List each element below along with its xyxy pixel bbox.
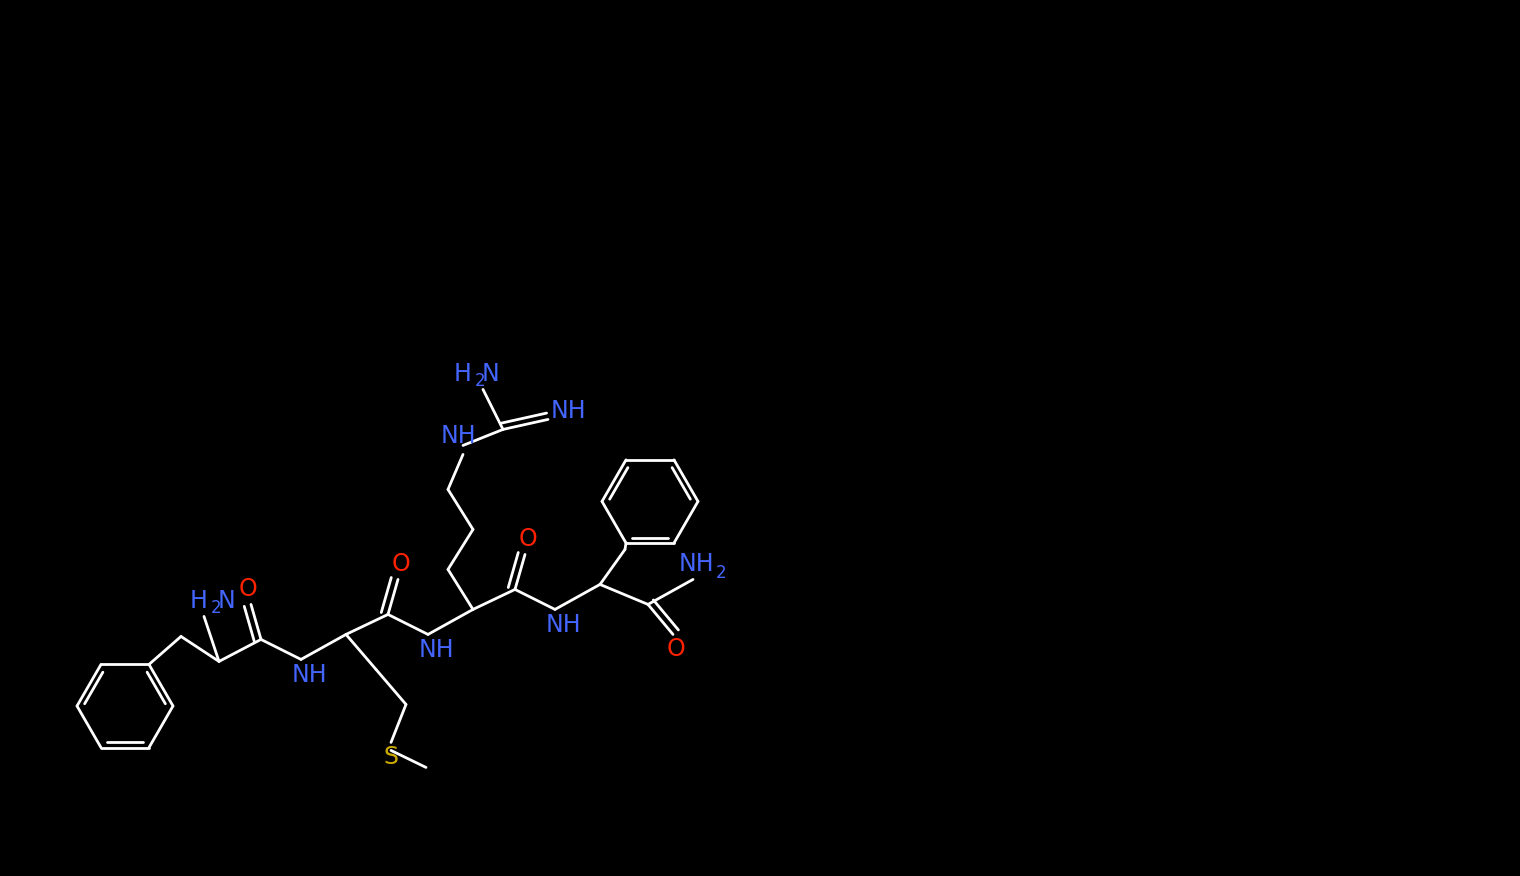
Text: NH: NH <box>292 663 327 688</box>
Text: 2: 2 <box>211 599 222 618</box>
Text: NH: NH <box>441 425 476 449</box>
Text: NH: NH <box>550 399 585 423</box>
Text: 2: 2 <box>716 564 727 583</box>
Text: O: O <box>518 527 538 551</box>
Text: S: S <box>383 745 398 769</box>
Text: NH: NH <box>418 639 454 662</box>
Text: NH: NH <box>546 613 581 638</box>
Text: O: O <box>667 638 686 661</box>
Text: O: O <box>392 553 410 576</box>
Text: H: H <box>454 363 471 386</box>
Text: 2: 2 <box>474 372 485 391</box>
Text: N: N <box>482 363 499 386</box>
Text: H: H <box>190 590 208 613</box>
Text: N: N <box>217 590 236 613</box>
Text: O: O <box>239 577 257 602</box>
Text: NH: NH <box>678 553 714 576</box>
